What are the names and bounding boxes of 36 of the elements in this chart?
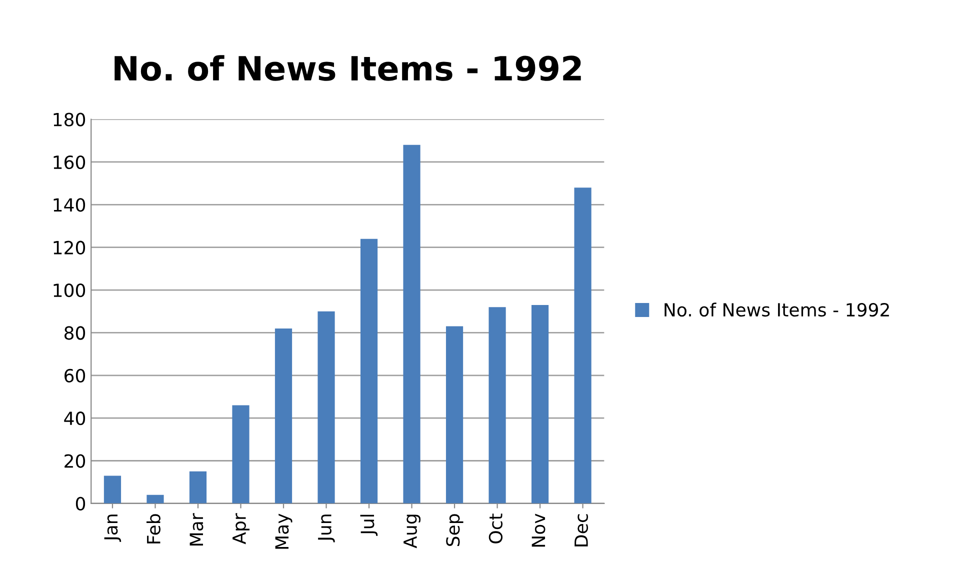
bar <box>531 304 549 504</box>
y-tick-label: 120 <box>54 240 86 254</box>
x-tick-label: Dec <box>574 514 588 546</box>
bar <box>574 188 592 504</box>
bar <box>189 471 207 504</box>
bar <box>318 311 335 504</box>
x-tick-label: Jan <box>104 514 122 542</box>
x-tick-label: Oct <box>488 514 503 544</box>
y-tick-label: 60 <box>64 368 86 383</box>
y-tick-label: 40 <box>64 412 86 426</box>
y-tick-label: 80 <box>64 326 86 340</box>
bar <box>104 476 122 504</box>
x-tick-label: Jul <box>360 514 378 536</box>
y-tick-label: 140 <box>54 198 86 212</box>
y-tick-label: 0 <box>76 496 86 511</box>
x-tick-label: Aug <box>404 514 421 548</box>
bar <box>232 405 250 504</box>
bar <box>146 494 164 504</box>
x-tick-label: May <box>275 514 292 549</box>
x-tick-label: Apr <box>232 513 250 544</box>
y-tick-label: 160 <box>54 155 86 170</box>
x-tick-label: Sep <box>446 514 464 546</box>
bar <box>360 238 378 504</box>
y-tick-label: 20 <box>64 454 86 468</box>
y-tick-label: 180 <box>54 112 86 126</box>
bar <box>274 328 292 504</box>
bar <box>403 144 420 504</box>
legend-label: No. of News Items - 1992 <box>664 302 889 317</box>
y-tick-label: 100 <box>54 283 86 298</box>
x-tick-label: Mar <box>190 513 204 546</box>
x-tick-label: Jun <box>318 514 335 542</box>
bar <box>488 307 506 504</box>
chart-title: No. of News Items - 1992 <box>114 55 581 81</box>
x-tick-label: Feb <box>146 514 160 544</box>
bar <box>446 326 464 504</box>
x-tick-label: Nov <box>532 514 546 547</box>
